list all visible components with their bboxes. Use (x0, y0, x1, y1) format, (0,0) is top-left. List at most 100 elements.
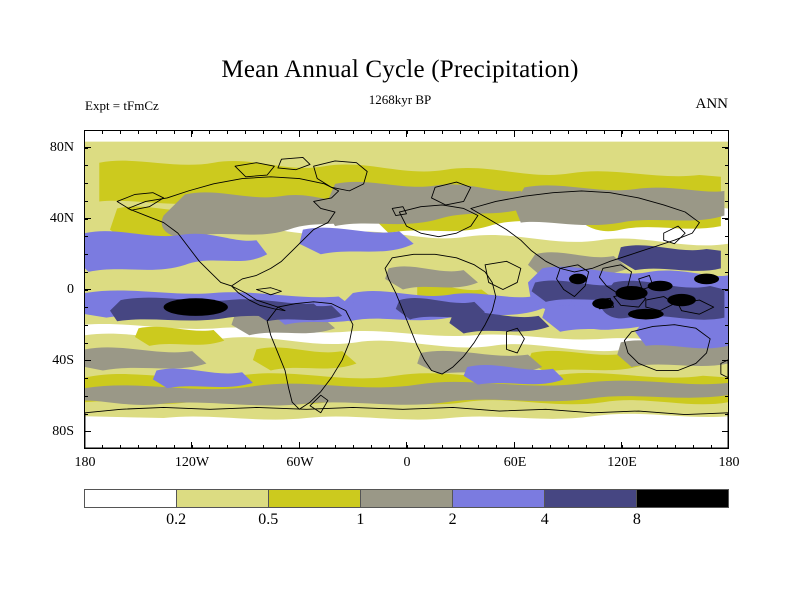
x-minor-tick (622, 130, 623, 134)
y-major-tick (84, 218, 91, 219)
x-minor-tick (335, 130, 336, 134)
x-major-tick (728, 130, 729, 137)
x-minor-tick (424, 445, 425, 449)
x-minor-tick (711, 445, 712, 449)
x-minor-tick (460, 445, 461, 449)
x-minor-tick (693, 445, 694, 449)
y-minor-tick (725, 307, 729, 308)
y-minor-tick (725, 165, 729, 166)
x-minor-tick (532, 130, 533, 134)
x-minor-tick (550, 130, 551, 134)
y-minor-tick (84, 343, 88, 344)
y-minor-tick (725, 431, 729, 432)
x-minor-tick (209, 445, 210, 449)
colorbar-band-1[interactable] (176, 490, 268, 507)
precipitation-contour-map (85, 131, 728, 448)
x-minor-tick (532, 445, 533, 449)
x-minor-tick (317, 130, 318, 134)
y-minor-tick (725, 183, 729, 184)
y-minor-tick (84, 431, 88, 432)
colorbar-tick-label-8: 8 (632, 511, 641, 528)
y-minor-tick (84, 201, 88, 202)
map-panel (84, 130, 729, 449)
x-minor-tick (389, 130, 390, 134)
y-tick-label-80n: 80N (49, 140, 74, 155)
x-tick-label-60w: 60W (286, 455, 314, 470)
y-major-tick (722, 289, 729, 290)
y-minor-tick (84, 290, 88, 291)
y-minor-tick (84, 272, 88, 273)
page-title: Mean Annual Cycle (Precipitation) (221, 56, 579, 83)
colorbar-tick-label-1: 1 (356, 511, 365, 528)
x-minor-tick (442, 130, 443, 134)
y-minor-tick (725, 290, 729, 291)
x-minor-tick (675, 130, 676, 134)
y-minor-tick (725, 219, 729, 220)
map-plot-frame (84, 130, 729, 449)
x-minor-tick (209, 130, 210, 134)
colorbar-band-0[interactable] (85, 490, 176, 507)
x-minor-tick (281, 130, 282, 134)
x-minor-tick (639, 445, 640, 449)
y-minor-tick (84, 325, 88, 326)
x-minor-tick (550, 445, 551, 449)
colorbar-band-6[interactable] (636, 490, 728, 507)
y-minor-tick (725, 254, 729, 255)
x-minor-tick (317, 445, 318, 449)
x-minor-tick (407, 445, 408, 449)
x-minor-tick (156, 130, 157, 134)
x-minor-tick (568, 445, 569, 449)
x-minor-tick (622, 445, 623, 449)
y-minor-tick (84, 360, 88, 361)
x-minor-tick (514, 445, 515, 449)
x-minor-tick (657, 445, 658, 449)
x-minor-tick (586, 130, 587, 134)
x-minor-tick (460, 130, 461, 134)
x-minor-tick (335, 445, 336, 449)
colorbar-band-2[interactable] (268, 490, 360, 507)
y-major-tick (722, 218, 729, 219)
y-minor-tick (725, 201, 729, 202)
x-minor-tick (281, 445, 282, 449)
colorbar[interactable] (84, 489, 729, 508)
figure-subtitle: 1268kyr BP (368, 92, 432, 107)
x-minor-tick (639, 130, 640, 134)
y-tick-label-40s: 40S (52, 353, 74, 368)
x-tick-label-180w: 180 (74, 455, 96, 470)
y-minor-tick (725, 396, 729, 397)
x-tick-label-0: 0 (403, 455, 411, 470)
x-minor-tick (478, 130, 479, 134)
x-major-tick (191, 130, 192, 137)
colorbar-band-4[interactable] (452, 490, 544, 507)
x-minor-tick (138, 130, 139, 134)
y-tick-label-0: 0 (67, 282, 74, 297)
y-minor-tick (84, 165, 88, 166)
x-minor-tick (407, 130, 408, 134)
x-minor-tick (299, 445, 300, 449)
colorbar-tick-label-0.2: 0.2 (166, 511, 187, 528)
y-minor-tick (725, 148, 729, 149)
x-minor-tick (604, 130, 605, 134)
colorbar-tick-label-2: 2 (448, 511, 457, 528)
y-minor-tick (84, 254, 88, 255)
x-minor-tick (120, 445, 121, 449)
x-major-tick (191, 442, 192, 449)
x-major-tick (84, 442, 85, 449)
x-minor-tick (102, 130, 103, 134)
y-minor-tick (725, 272, 729, 273)
y-major-tick (722, 147, 729, 148)
colorbar-band-5[interactable] (544, 490, 636, 507)
colorbar-band-3[interactable] (360, 490, 452, 507)
x-minor-tick (711, 130, 712, 134)
x-minor-tick (442, 445, 443, 449)
x-minor-tick (586, 445, 587, 449)
y-minor-tick (84, 414, 88, 415)
x-minor-tick (675, 445, 676, 449)
y-minor-tick (84, 183, 88, 184)
x-minor-tick (227, 445, 228, 449)
y-minor-tick (84, 236, 88, 237)
x-minor-tick (192, 445, 193, 449)
x-minor-tick (192, 130, 193, 134)
y-minor-tick (725, 236, 729, 237)
